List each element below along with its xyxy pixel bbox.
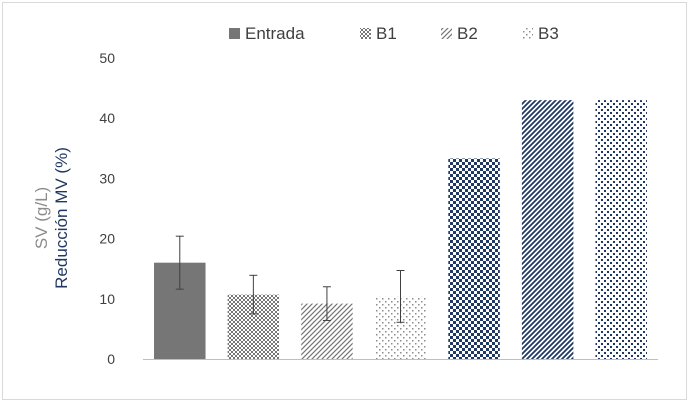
y-tick-label: 20 [99, 231, 115, 247]
y-axis-title: SV (g/L) Reducción MV (%) [32, 147, 71, 289]
legend: Entrada B1 B2 B3 [229, 24, 559, 43]
error-bars [175, 235, 405, 323]
y-tick-label: 10 [99, 291, 115, 307]
error-bar-b2 [322, 286, 331, 321]
error-bar-entrada [175, 235, 184, 290]
y-tick-label: 30 [99, 170, 115, 186]
error-bar-b1 [249, 274, 258, 315]
y-axis-title-sv: SV (g/L) [32, 187, 51, 249]
y-tick-label: 50 [99, 50, 115, 66]
legend-label-b1: B1 [376, 24, 397, 43]
bar-b1-reduccion-mv [448, 158, 500, 359]
legend-swatch-b1 [360, 28, 371, 39]
legend-label-b2: B2 [457, 24, 478, 43]
legend-label-entrada: Entrada [245, 24, 305, 43]
error-bar-b3 [396, 270, 405, 323]
legend-swatch-b3 [522, 28, 533, 39]
bars [154, 100, 647, 359]
bar-b2-reduccion-mv [521, 100, 574, 359]
legend-swatch-entrada [229, 28, 240, 39]
y-axis-title-mv: Reducción MV (%) [52, 147, 71, 289]
bar-chart: Entrada B1 B2 B3 SV (g/L) Reducción MV (… [32, 24, 658, 367]
y-tick-label: 40 [99, 110, 115, 126]
legend-label-b3: B3 [538, 24, 559, 43]
legend-swatch-b2 [441, 28, 452, 39]
chart-area: Entrada B1 B2 B3 SV (g/L) Reducción MV (… [2, 2, 687, 400]
y-axis-ticks: 0 10 20 30 40 50 [99, 50, 115, 367]
bar-b3-reduccion-mv [595, 100, 647, 359]
y-tick-label: 0 [107, 351, 115, 367]
